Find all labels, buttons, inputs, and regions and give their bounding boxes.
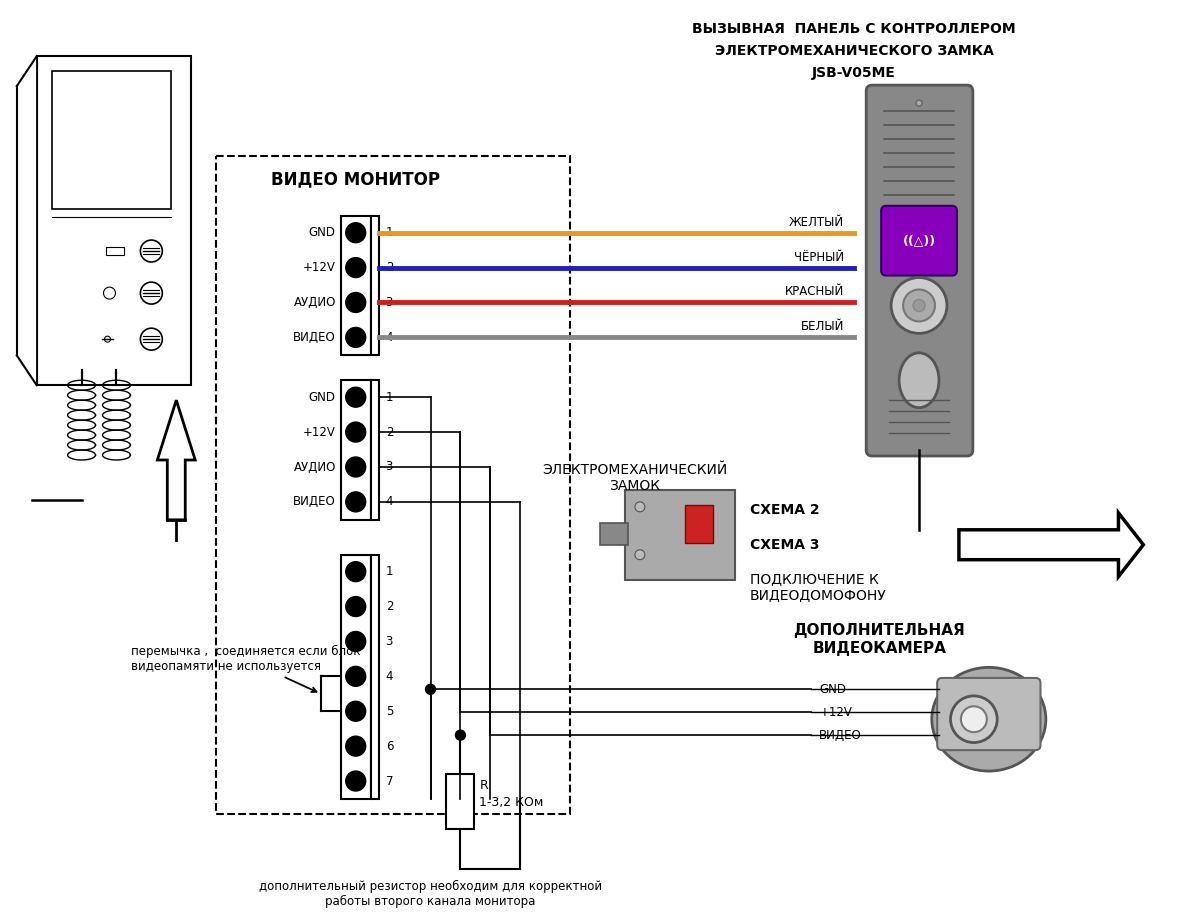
- Text: +12V: +12V: [302, 426, 336, 439]
- Bar: [685, 505, 713, 543]
- Bar: [371, 216, 379, 355]
- Text: ВИДЕО: ВИДЕО: [293, 331, 336, 344]
- Circle shape: [892, 278, 947, 334]
- Bar: [371, 380, 379, 520]
- Text: 3: 3: [385, 635, 394, 648]
- Circle shape: [916, 100, 922, 106]
- Text: ВИДЕО МОНИТОР: ВИДЕО МОНИТОР: [271, 170, 440, 188]
- Circle shape: [346, 422, 366, 442]
- Circle shape: [346, 771, 366, 791]
- Circle shape: [346, 457, 366, 477]
- Text: КРАСНЫЙ: КРАСНЫЙ: [785, 286, 845, 299]
- Bar: [600, 523, 628, 545]
- Text: перемычка ,  соединяется если блок
видеопамяти не используется: перемычка , соединяется если блок видеоп…: [132, 645, 361, 692]
- Bar: [625, 490, 734, 580]
- Circle shape: [346, 667, 366, 686]
- Text: АУДИО: АУДИО: [294, 296, 336, 309]
- Circle shape: [913, 300, 925, 312]
- Text: 1: 1: [385, 391, 394, 404]
- Text: ВИДЕО: ВИДЕО: [820, 728, 862, 741]
- Circle shape: [346, 632, 366, 652]
- Circle shape: [140, 328, 162, 350]
- Bar: [446, 774, 474, 829]
- Text: ((△)): ((△)): [902, 234, 936, 247]
- Text: БЕЛЫЙ: БЕЛЫЙ: [800, 320, 845, 334]
- Circle shape: [426, 684, 436, 694]
- Circle shape: [103, 287, 115, 299]
- Circle shape: [346, 736, 366, 756]
- Circle shape: [961, 706, 986, 732]
- Bar: [341, 216, 371, 355]
- FancyBboxPatch shape: [937, 678, 1040, 751]
- Circle shape: [456, 730, 466, 740]
- Text: GND: GND: [308, 226, 336, 239]
- Circle shape: [346, 561, 366, 582]
- Text: 1: 1: [385, 565, 394, 578]
- Circle shape: [140, 282, 162, 304]
- Text: 1-3,2 КОм: 1-3,2 КОм: [479, 796, 544, 809]
- Bar: [37, 56, 191, 385]
- Text: ВИДЕО: ВИДЕО: [293, 495, 336, 508]
- Text: 7: 7: [385, 774, 394, 787]
- Bar: [341, 555, 371, 799]
- Ellipse shape: [931, 668, 1046, 771]
- Text: ЖЕЛТЫЙ: ЖЕЛТЫЙ: [790, 216, 845, 229]
- Circle shape: [346, 292, 366, 313]
- Circle shape: [346, 702, 366, 721]
- Circle shape: [346, 257, 366, 278]
- Circle shape: [346, 492, 366, 512]
- Circle shape: [904, 290, 935, 322]
- Circle shape: [104, 337, 110, 342]
- Circle shape: [346, 223, 366, 242]
- Text: ЭЛЕКТРОМЕХАНИЧЕСКОГО ЗАМКА: ЭЛЕКТРОМЕХАНИЧЕСКОГО ЗАМКА: [715, 44, 994, 58]
- Text: 6: 6: [385, 739, 394, 752]
- Bar: [341, 380, 371, 520]
- FancyBboxPatch shape: [866, 85, 973, 456]
- Circle shape: [346, 387, 366, 408]
- Circle shape: [635, 550, 644, 560]
- Text: ЭЛЕКТРОМЕХАНИЧЕСКИЙ
ЗАМОК: ЭЛЕКТРОМЕХАНИЧЕСКИЙ ЗАМОК: [542, 463, 727, 493]
- Text: СХЕМА 2: СХЕМА 2: [750, 502, 820, 517]
- Circle shape: [140, 240, 162, 262]
- Text: +12V: +12V: [820, 705, 852, 719]
- Circle shape: [346, 597, 366, 617]
- Text: дополнительный резистор необходим для корректной
работы второго канала монитора: дополнительный резистор необходим для ко…: [259, 880, 602, 908]
- Text: ДОПОЛНИТЕЛЬНАЯ
ВИДЕОКАМЕРА: ДОПОЛНИТЕЛЬНАЯ ВИДЕОКАМЕРА: [793, 623, 965, 656]
- Text: 4: 4: [385, 495, 394, 508]
- Polygon shape: [157, 400, 196, 520]
- Text: 4: 4: [385, 331, 394, 344]
- Text: СХЕМА 3: СХЕМА 3: [750, 538, 820, 551]
- Text: АУДИО: АУДИО: [294, 460, 336, 474]
- Text: 3: 3: [385, 296, 394, 309]
- Ellipse shape: [899, 353, 938, 408]
- Bar: [216, 156, 570, 814]
- Polygon shape: [17, 56, 37, 385]
- Text: GND: GND: [820, 683, 846, 696]
- Circle shape: [346, 327, 366, 348]
- Circle shape: [635, 502, 644, 512]
- Text: ВЫЗЫВНАЯ  ПАНЕЛЬ С КОНТРОЛЛЕРОМ: ВЫЗЫВНАЯ ПАНЕЛЬ С КОНТРОЛЛЕРОМ: [692, 22, 1016, 36]
- Bar: [371, 555, 379, 799]
- FancyBboxPatch shape: [881, 206, 956, 276]
- Text: GND: GND: [308, 391, 336, 404]
- Text: 3: 3: [385, 460, 394, 474]
- Text: ЧЁРНЫЙ: ЧЁРНЫЙ: [794, 251, 845, 264]
- Circle shape: [950, 696, 997, 742]
- Text: R: R: [479, 779, 488, 792]
- Bar: [52, 71, 172, 209]
- Text: 2: 2: [385, 426, 394, 439]
- Text: 4: 4: [385, 670, 394, 683]
- Text: +12V: +12V: [302, 261, 336, 274]
- Text: JSB-V05ME: JSB-V05ME: [812, 66, 896, 80]
- Text: 2: 2: [385, 600, 394, 613]
- Text: ПОДКЛЮЧЕНИЕ К
ВИДЕОДОМОФОНУ: ПОДКЛЮЧЕНИЕ К ВИДЕОДОМОФОНУ: [750, 572, 887, 602]
- Text: 2: 2: [385, 261, 394, 274]
- Text: 1: 1: [385, 226, 394, 239]
- Polygon shape: [959, 513, 1144, 576]
- Text: 5: 5: [385, 704, 394, 717]
- Bar: [107, 247, 125, 255]
